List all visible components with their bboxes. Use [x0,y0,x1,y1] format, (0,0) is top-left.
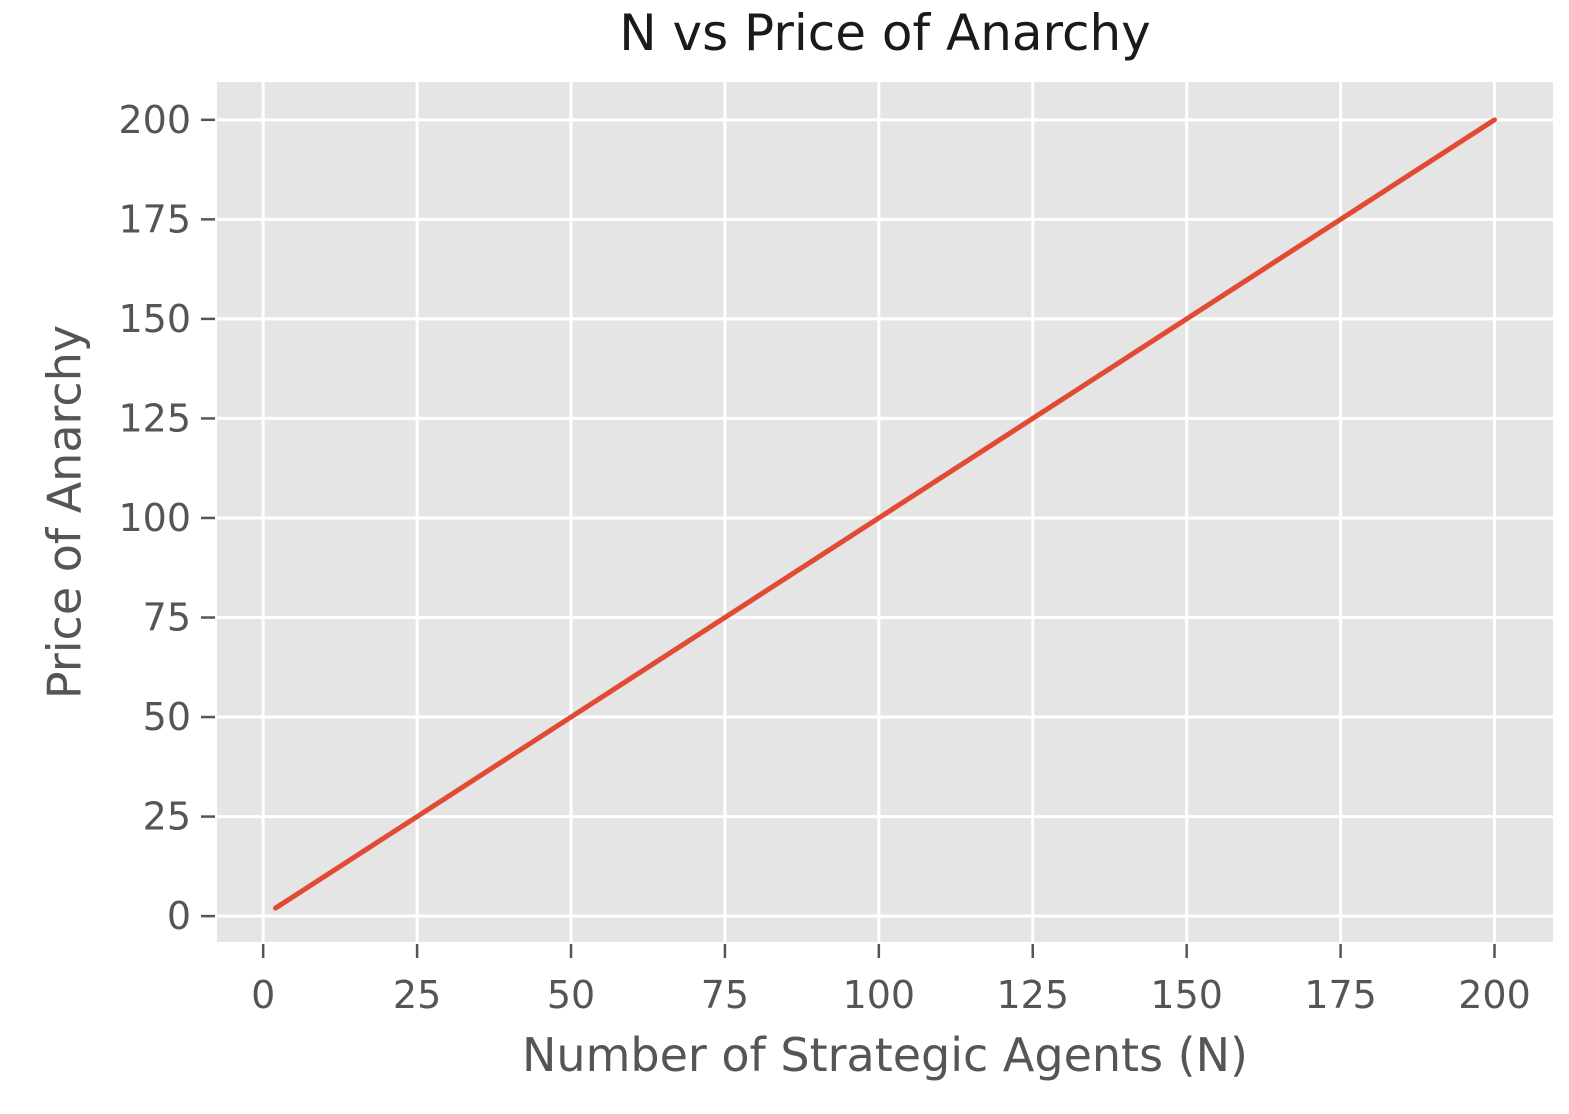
x-tick-label: 50 [547,973,595,1017]
x-tick-label: 75 [701,973,749,1017]
x-tick-label: 100 [843,973,916,1017]
x-tick-label: 200 [1458,973,1531,1017]
y-tick-label: 200 [118,98,191,142]
y-tick-label: 150 [118,297,191,341]
y-tick-label: 25 [143,795,191,839]
x-tick-label: 25 [393,973,441,1017]
chart-title: N vs Price of Anarchy [619,4,1151,62]
x-tick-label: 175 [1304,973,1377,1017]
y-tick-label: 75 [143,596,191,640]
y-tick-label: 125 [118,396,191,440]
y-tick-label: 50 [143,695,191,739]
y-tick-label: 0 [167,894,191,938]
series-line-price-of-anarchy [272,117,1498,911]
x-tick-label: 125 [996,973,1069,1017]
x-tick-label: 0 [251,973,275,1017]
y-tick-label: 100 [118,496,191,540]
y-tick-label: 175 [118,197,191,241]
x-axis-label: Number of Strategic Agents (N) [522,1028,1248,1082]
y-axis-label: Price of Anarchy [37,324,92,700]
x-tick-label: 150 [1150,973,1223,1017]
